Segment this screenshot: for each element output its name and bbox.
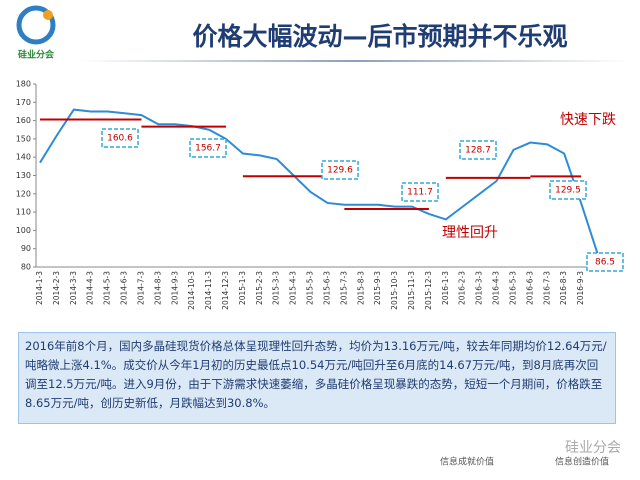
y-tick-label: 120 <box>16 189 31 198</box>
footer-left: 信息成就价值 <box>440 456 494 468</box>
value-label: 160.6 <box>107 134 133 144</box>
x-tick-label: 2016-7-3 <box>542 271 551 305</box>
y-tick-label: 110 <box>16 208 31 217</box>
watermark: 硅业分会 <box>565 440 621 456</box>
x-tick-label: 2016-8-3 <box>559 271 568 305</box>
x-tick-label: 2014-5-3 <box>103 271 112 305</box>
x-tick-label: 2014-12-3 <box>221 271 230 310</box>
x-tick-label: 2014-10-3 <box>187 271 196 310</box>
value-label: 128.7 <box>465 146 491 156</box>
label-box <box>189 138 227 158</box>
x-tick-label: 2015-2-3 <box>255 271 264 305</box>
x-tick-label: 2015-7-3 <box>339 271 348 305</box>
annotation: 快速下跌 <box>560 112 616 128</box>
x-tick-label: 2015-11-3 <box>407 271 416 310</box>
x-tick-label: 2015-3-3 <box>272 271 281 305</box>
x-tick-label: 2015-8-3 <box>356 271 365 305</box>
y-tick-label: 130 <box>16 171 31 180</box>
label-box <box>459 140 497 160</box>
x-tick-label: 2016-5-3 <box>508 271 517 305</box>
y-tick-label: 100 <box>16 226 31 235</box>
x-tick-label: 2015-4-3 <box>289 271 298 305</box>
x-tick-label: 2015-1-3 <box>238 271 247 305</box>
x-tick-label: 2014-2-3 <box>52 271 61 305</box>
x-tick-label: 2016-2-3 <box>458 271 467 305</box>
x-tick-label: 2015-12-3 <box>424 271 433 310</box>
label-box <box>586 252 624 272</box>
logo-mark <box>16 5 56 45</box>
x-tick-label: 2015-9-3 <box>373 271 382 305</box>
x-tick-label: 2015-5-3 <box>306 271 315 305</box>
price-line <box>39 108 599 256</box>
label-box <box>549 180 587 200</box>
x-tick-label: 2014-1-3 <box>35 271 44 305</box>
x-tick-label: 2014-7-3 <box>136 271 145 305</box>
y-tick-label: 160 <box>16 116 31 125</box>
y-tick-label: 80 <box>21 263 31 272</box>
x-tick-label: 2016-3-3 <box>475 271 484 305</box>
footer-right: 信息创造价值 <box>555 456 609 468</box>
x-tick-label: 2016-6-3 <box>525 271 534 305</box>
x-tick-label: 2014-4-3 <box>86 271 95 305</box>
x-tick-label: 2016-4-3 <box>492 271 501 305</box>
x-tick-label: 2015-6-3 <box>322 271 331 305</box>
x-tick-label: 2015-10-3 <box>390 271 399 310</box>
value-label: 111.7 <box>407 188 433 198</box>
annotation: 理性回升 <box>442 225 498 241</box>
value-label: 156.7 <box>195 144 221 154</box>
x-tick-label: 2016-9-3 <box>576 271 585 305</box>
x-tick-label: 2014-3-3 <box>69 271 78 305</box>
logo-dot <box>43 10 53 20</box>
label-box <box>401 182 439 202</box>
x-tick-label: 2014-8-3 <box>153 271 162 305</box>
label-box <box>321 160 359 180</box>
y-tick-label: 170 <box>16 98 31 107</box>
y-tick-label: 180 <box>16 80 31 89</box>
header-rule <box>80 60 630 62</box>
value-label: 129.6 <box>327 166 353 176</box>
x-tick-label: 2016-1-3 <box>441 271 450 305</box>
label-box <box>101 128 139 148</box>
x-tick-label: 2014-11-3 <box>204 271 213 310</box>
summary-text: 2016年前8个月，国内多晶硅现货价格总体呈现理性回升态势，均价为13.16万元… <box>18 332 616 424</box>
y-tick-label: 90 <box>21 244 31 253</box>
y-tick-label: 150 <box>16 134 31 143</box>
x-tick-label: 2014-6-3 <box>120 271 129 305</box>
value-label: 129.5 <box>555 186 581 196</box>
y-tick-label: 140 <box>16 153 31 162</box>
x-tick-label: 2014-9-3 <box>170 271 179 305</box>
value-label: 86.5 <box>595 258 615 268</box>
logo-text: 硅业分会 <box>18 49 55 61</box>
slide-title: 价格大幅波动—后市预期并不乐观 <box>192 22 567 51</box>
